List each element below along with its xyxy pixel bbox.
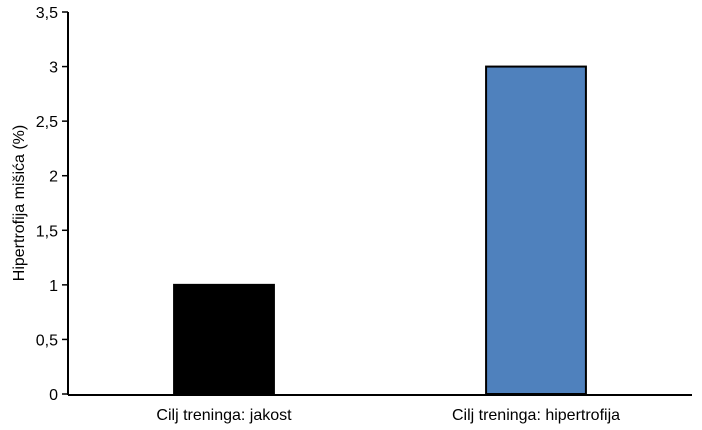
bar — [173, 283, 275, 396]
y-tick-label: 2 — [49, 169, 58, 186]
y-tick-label: 0 — [49, 387, 58, 404]
y-tick-label: 2,5 — [36, 114, 58, 131]
y-tick-label: 3,5 — [36, 5, 58, 22]
y-tick-label: 1 — [49, 278, 58, 295]
x-category-label: Cilj treninga: jakost — [156, 407, 292, 424]
y-tick-label: 0,5 — [36, 332, 58, 349]
y-axis-ticks: 0 0,5 1 1,5 2 2,5 3 3,5 — [36, 5, 68, 404]
bar — [485, 65, 587, 395]
bars-group — [173, 65, 587, 396]
x-axis-labels: Cilj treninga: jakost Cilj treninga: hipe… — [156, 407, 620, 424]
y-tick-label: 3 — [49, 60, 58, 77]
y-axis-title: Hipertrofija mišića (%) — [11, 125, 28, 281]
y-tick-label: 1,5 — [36, 223, 58, 240]
x-category-label: Cilj treninga: hipertrofija — [452, 407, 620, 424]
